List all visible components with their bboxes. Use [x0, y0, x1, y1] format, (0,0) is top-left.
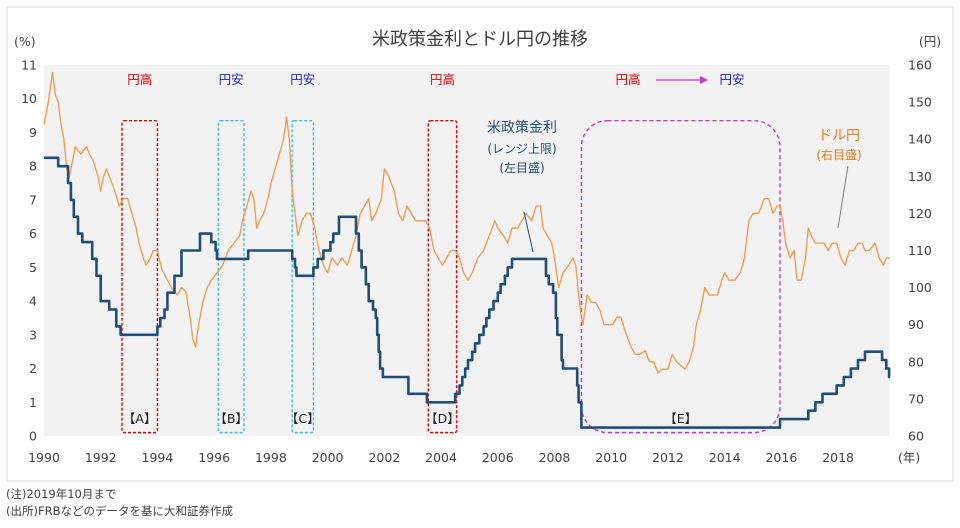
left-y-tick-label: 6 [29, 226, 37, 241]
right-y-tick-label: 80 [908, 354, 924, 369]
left-y-tick-label: 11 [21, 58, 37, 73]
x-tick-label: 2000 [312, 450, 344, 465]
x-tick-label: 2010 [595, 450, 627, 465]
x-tick-label: 2018 [822, 450, 854, 465]
right-y-tick-label: 140 [908, 132, 932, 147]
annotation-e-right-label: 円安 [719, 72, 744, 87]
annotation-box-d [427, 119, 458, 434]
left-y-tick-label: 1 [29, 395, 37, 410]
annotation-e-arrow-head [700, 76, 708, 84]
x-tick-label: 2004 [425, 450, 457, 465]
annotation-box-a [121, 119, 159, 434]
left-y-tick-label: 2 [29, 361, 37, 376]
right-y-tick-label: 90 [908, 317, 924, 332]
annotation-label-b: 【B】 [214, 411, 248, 426]
x-tick-label: 1996 [198, 450, 230, 465]
right-axis-unit: (円) [919, 34, 941, 49]
annotation-top-label-c: 円安 [290, 72, 315, 87]
rate-series-label: 米政策金利 [487, 119, 557, 136]
left-y-tick-label: 4 [29, 294, 37, 309]
annotation-label-d: 【D】 [425, 411, 460, 426]
right-y-tick-label: 120 [908, 206, 932, 221]
plot-area [44, 65, 890, 436]
left-y-tick-label: 8 [29, 159, 37, 174]
annotation-top-label-a: 円高 [127, 72, 152, 87]
annotation-top-label-d: 円高 [430, 72, 455, 87]
annotation-box-b [217, 119, 245, 434]
right-y-tick-label: 100 [908, 280, 932, 295]
x-tick-label: 1992 [85, 450, 117, 465]
right-y-tick-label: 70 [908, 391, 924, 406]
annotation-top-label-b: 円安 [219, 72, 244, 87]
fed-rate-line [44, 156, 891, 429]
left-y-tick-label: 3 [29, 327, 37, 342]
left-axis-unit: (%) [14, 34, 36, 49]
x-tick-label: 2012 [652, 450, 684, 465]
left-y-tick-label: 9 [29, 125, 37, 140]
x-tick-label: 2006 [482, 450, 514, 465]
left-y-tick-label: 5 [29, 260, 37, 275]
right-y-tick-label: 60 [908, 429, 924, 444]
annotation-box-e [580, 119, 781, 434]
annotation-label-a: 【A】 [123, 411, 157, 426]
right-y-tick-label: 150 [908, 95, 932, 110]
yen-label-leader [837, 165, 849, 229]
chart-title: 米政策金利とドル円の推移 [372, 29, 588, 50]
annotation-label-c: 【C】 [286, 411, 320, 426]
annotation-label-e: 【E】 [664, 411, 697, 426]
right-y-tick-label: 110 [908, 243, 932, 258]
yen-series-axis-note: (右目盛) [816, 147, 861, 162]
x-tick-label: 1990 [28, 450, 60, 465]
footnote-period: (注)2019年10月まで [6, 487, 117, 501]
footnotes: (注)2019年10月まで (出所)FRBなどのデータを基に大和証券作成 [6, 486, 233, 520]
x-tick-label: 2008 [539, 450, 571, 465]
rate-series-axis-note: (左目盛) [499, 160, 544, 175]
left-y-tick-label: 7 [29, 192, 37, 207]
x-axis-unit: (年) [898, 450, 920, 465]
x-tick-label: 1994 [142, 450, 174, 465]
rate-label-leader [523, 211, 534, 253]
right-y-tick-label: 130 [908, 169, 932, 184]
usdjpy-line [43, 71, 890, 374]
x-tick-label: 1998 [255, 450, 287, 465]
left-y-tick-label: 0 [29, 429, 37, 444]
x-tick-label: 2016 [765, 450, 797, 465]
rate-series-sublabel: (レンジ上限) [487, 142, 556, 156]
x-tick-label: 2002 [368, 450, 400, 465]
yen-series-label: ドル円 [818, 128, 860, 144]
right-y-tick-label: 160 [908, 58, 932, 73]
x-tick-label: 2014 [709, 450, 741, 465]
footnote-source: (出所)FRBなどのデータを基に大和証券作成 [6, 504, 233, 518]
annotation-e-left-label: 円高 [615, 72, 640, 87]
chart-svg: 米政策金利とドル円の推移 (%) (円) (年) 【A】 円高【B】 円安【C】 円安… [6, 6, 954, 482]
left-y-tick-label: 10 [21, 91, 37, 106]
